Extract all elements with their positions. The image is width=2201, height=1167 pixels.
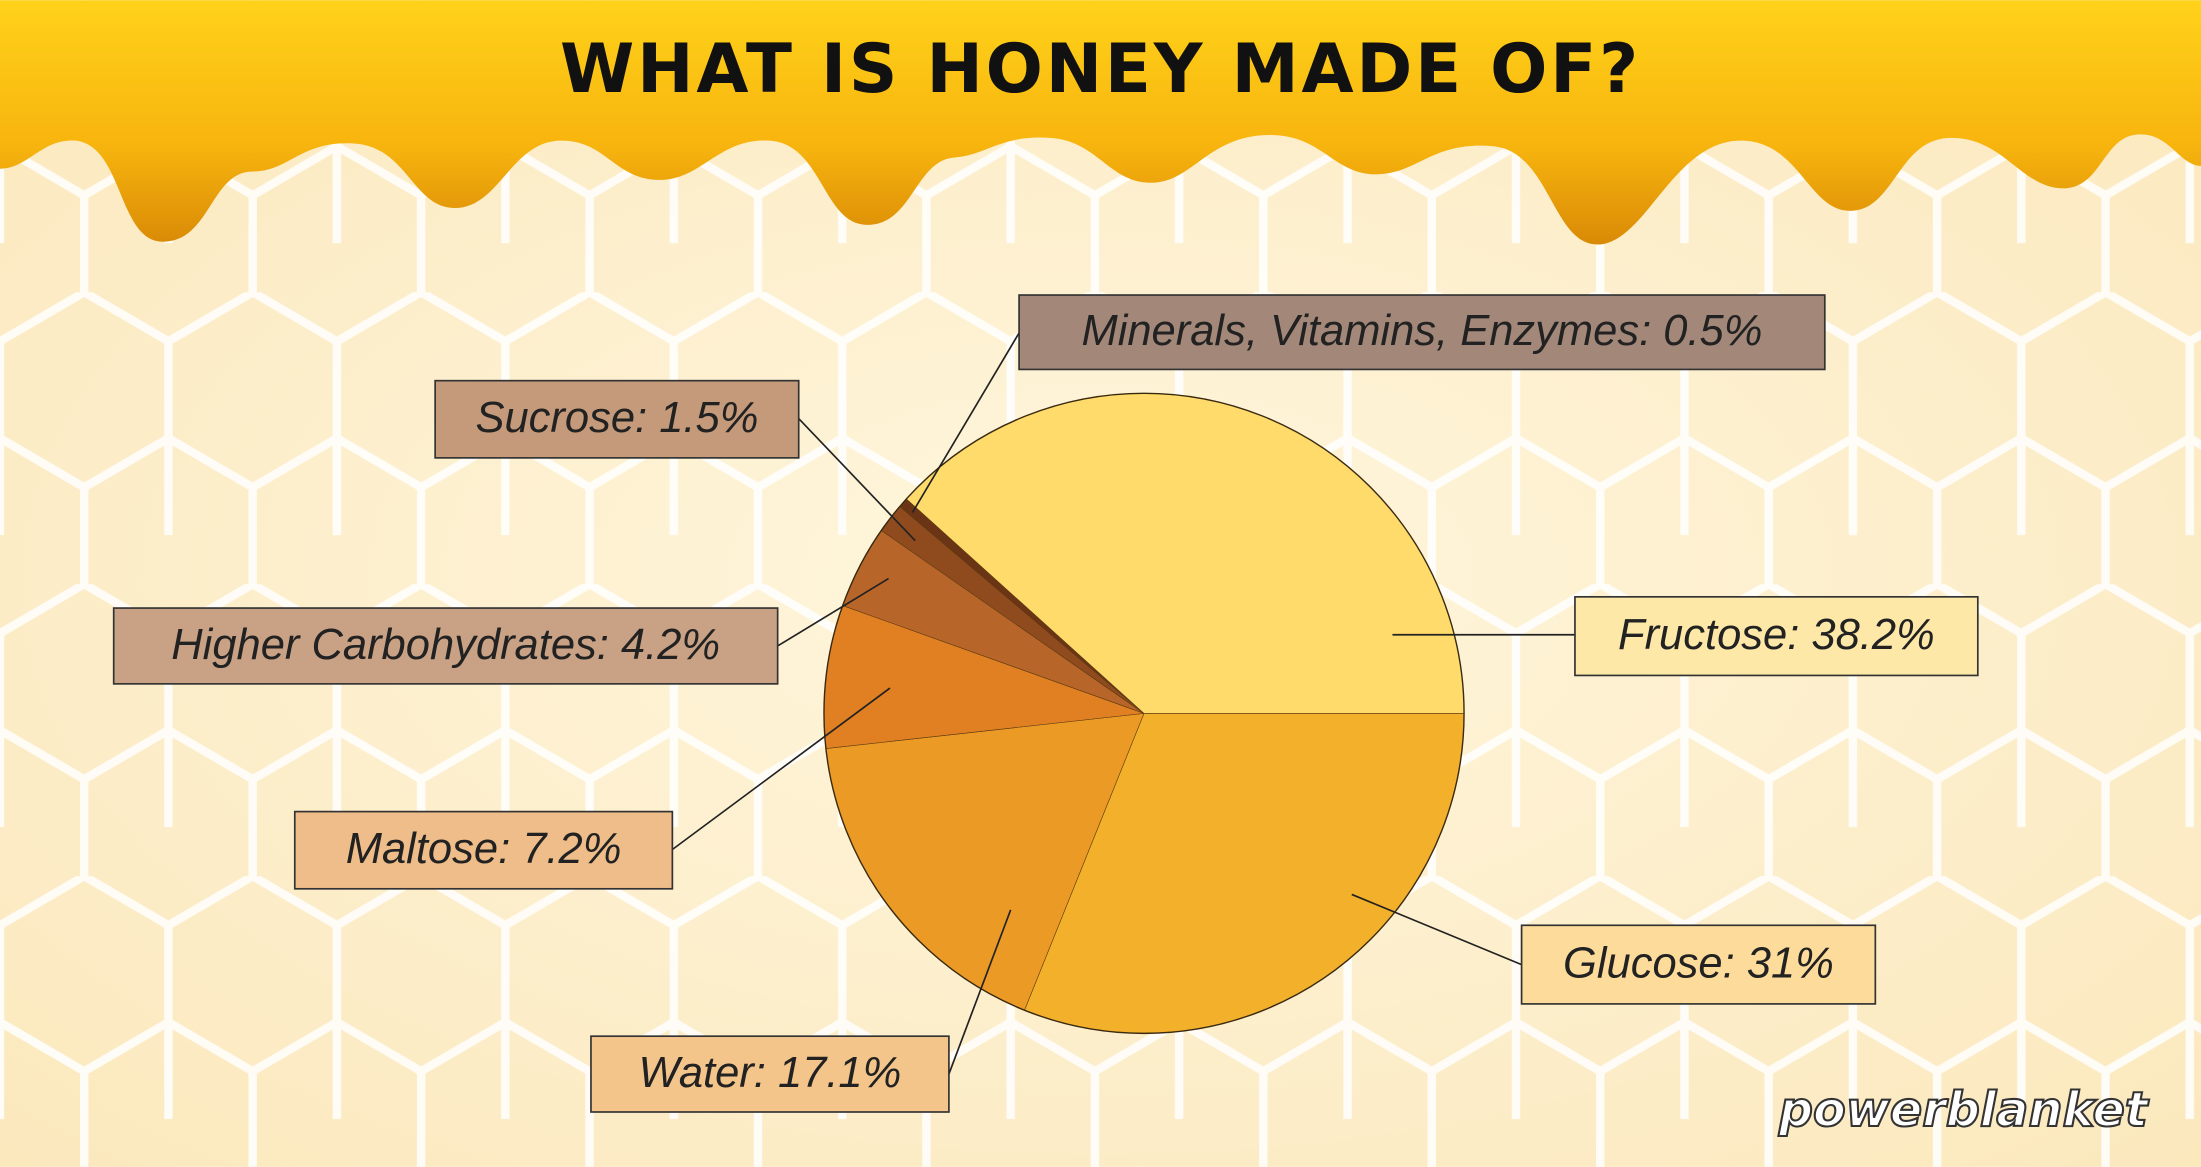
label-box [293, 810, 674, 890]
data-label: Water: 17.1% [639, 1049, 902, 1097]
data-label: Fructose: 38.2% [1618, 611, 1935, 659]
pie-outline [823, 392, 1465, 1035]
data-label: Maltose: 7.2% [346, 825, 622, 873]
label-box [112, 607, 779, 685]
label-box [1520, 924, 1877, 1005]
label-box [1574, 595, 1979, 677]
brand-logo: powerblanket [1778, 1083, 2150, 1138]
chart-title: WHAT IS HONEY MADE OF? [560, 29, 1641, 108]
leader-line [1351, 893, 1522, 966]
leader-line [777, 577, 889, 647]
leader-line [948, 909, 1012, 1075]
leader-line [911, 332, 1020, 514]
data-label: Minerals, Vitamins, Enzymes: 0.5% [1081, 307, 1762, 355]
honey-drip [0, 0, 2201, 245]
data-label: Glucose: 31% [1563, 940, 1834, 988]
label-box [1018, 294, 1826, 371]
data-label: Higher Carbohydrates: 4.2% [171, 621, 720, 669]
label-box [590, 1035, 950, 1113]
leader-line [671, 687, 891, 851]
data-label: Sucrose: 1.5% [475, 394, 758, 442]
leader-line [798, 417, 916, 542]
label-box [434, 379, 800, 459]
